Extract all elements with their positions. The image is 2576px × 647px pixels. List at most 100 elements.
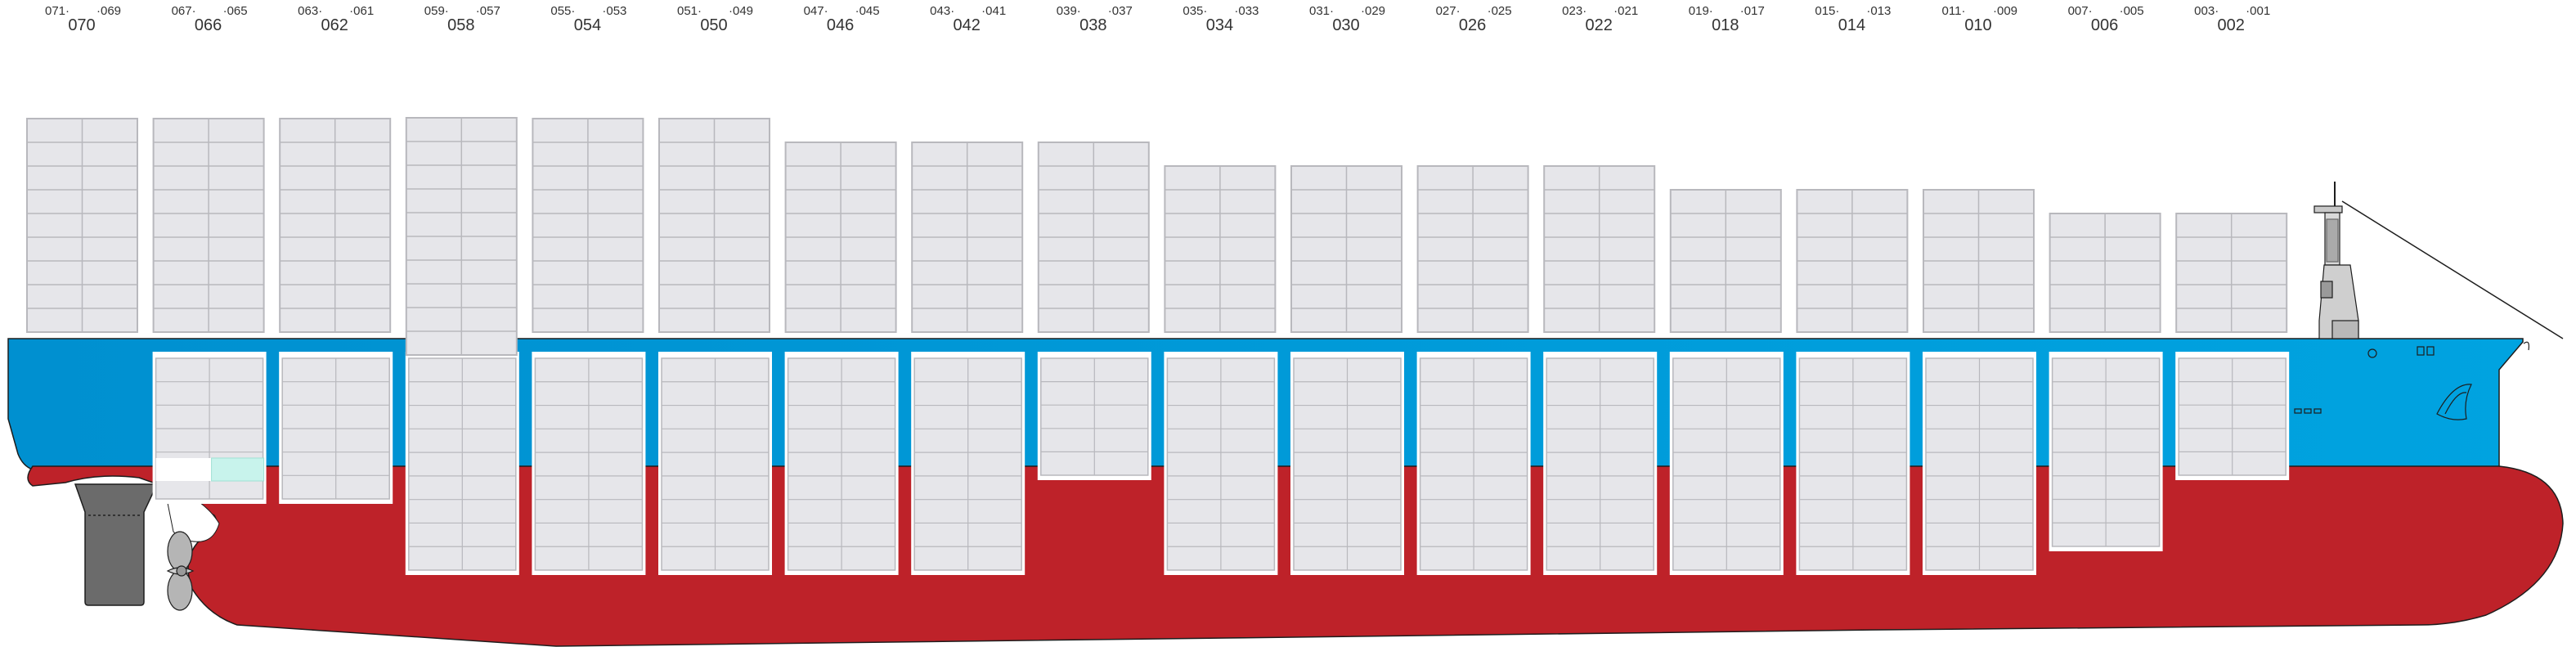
- bay-fwd-label: 055·: [550, 4, 575, 18]
- deck-stack-bay-050: [658, 118, 770, 333]
- bay-aft-label: ·061: [349, 4, 374, 18]
- deck-container-stacks: [26, 117, 2288, 356]
- propeller: [166, 531, 195, 611]
- bay-aft-label: ·021: [1613, 4, 1638, 18]
- hold-stack-bay-002: [2175, 352, 2290, 480]
- hold-stack-bay-062: [279, 352, 393, 504]
- bay-fwd-label: 063·: [298, 4, 322, 18]
- deck-stack-bay-062: [279, 118, 392, 333]
- bay-number-label: 062: [321, 16, 348, 34]
- bay-number-label: 034: [1206, 16, 1233, 34]
- deck-stack-bay-042: [911, 142, 1024, 333]
- hold-stack-bay-014: [1796, 352, 1910, 575]
- deck-stack-bay-066: [152, 118, 265, 333]
- deck-stack-bay-030: [1290, 165, 1402, 333]
- deck-stack-bay-018: [1669, 189, 1782, 333]
- bay-number-label: 006: [2091, 16, 2118, 34]
- deck-stack-bay-022: [1543, 165, 1656, 333]
- bay-fwd-label: 027·: [1436, 4, 1461, 18]
- bay-number-label: 046: [827, 16, 854, 34]
- bridge-superstructure: [2313, 182, 2359, 339]
- deck-stack-bay-070: [26, 118, 138, 333]
- hold-stack-bay-010: [1923, 352, 2036, 575]
- hold-stack-bay-018: [1669, 352, 1784, 575]
- hold-stack-bay-054: [532, 352, 646, 575]
- bay-fwd-label: 011·: [1942, 4, 1966, 18]
- bay-fwd-label: 015·: [1815, 4, 1839, 18]
- hold-stack-bay-042: [911, 352, 1025, 575]
- bay-fwd-label: 023·: [1562, 4, 1586, 18]
- bay-number-label: 014: [1838, 16, 1865, 34]
- bay-fwd-label: 031·: [1309, 4, 1334, 18]
- bay-number-label: 026: [1459, 16, 1486, 34]
- deck-stack-bay-026: [1416, 165, 1529, 333]
- bay-fwd-label: 051·: [677, 4, 702, 18]
- bay-fwd-label: 003·: [2194, 4, 2219, 18]
- bay-number-label: 010: [1964, 16, 1991, 34]
- hold-stack-bay-022: [1543, 352, 1658, 575]
- bay-aft-label: ·045: [855, 4, 880, 18]
- bay-fwd-label: 007·: [2068, 4, 2093, 18]
- bay-aft-label: ·005: [2120, 4, 2144, 18]
- bay-aft-label: ·009: [1993, 4, 2017, 18]
- deck-stack-bay-054: [532, 118, 644, 333]
- hold-stack-bay-030: [1290, 352, 1404, 575]
- bay-aft-label: ·057: [476, 4, 500, 18]
- deck-stack-bay-038: [1037, 142, 1150, 333]
- bay-fwd-label: 067·: [172, 4, 196, 18]
- bay-aft-label: ·013: [1866, 4, 1891, 18]
- deck-stack-bay-010: [1923, 189, 2035, 333]
- bay-fwd-label: 047·: [804, 4, 828, 18]
- hold-stack-bay-046: [784, 352, 899, 575]
- hold-container-stacks: [152, 352, 2290, 575]
- highlighted-slot: [211, 457, 265, 482]
- forestay-line: [2341, 200, 2564, 339]
- rudder: [74, 483, 159, 606]
- bay-number-label: 042: [954, 16, 981, 34]
- hold-stack-bay-050: [658, 352, 772, 575]
- bow-markings: [2294, 341, 2529, 420]
- bay-aft-label: ·053: [602, 4, 626, 18]
- deck-stack-bay-058: [405, 117, 518, 356]
- bay-number-label: 030: [1332, 16, 1359, 34]
- bay-fwd-label: 043·: [930, 4, 954, 18]
- bay-fwd-label: 059·: [424, 4, 449, 18]
- hold-stack-bay-034: [1164, 352, 1278, 575]
- bay-number-label: 050: [700, 16, 727, 34]
- bay-aft-label: ·037: [1108, 4, 1133, 18]
- bay-number-label: 070: [68, 16, 95, 34]
- deck-stack-bay-006: [2049, 213, 2161, 333]
- deck-stack-bay-002: [2175, 213, 2288, 333]
- hold-stack-bay-006: [2049, 352, 2163, 551]
- hold-stack-bay-066: [152, 352, 267, 504]
- bay-aft-label: ·001: [2246, 4, 2270, 18]
- bay-number-label: 038: [1079, 16, 1106, 34]
- bay-aft-label: ·033: [1234, 4, 1259, 18]
- bay-fwd-label: 035·: [1183, 4, 1207, 18]
- bay-aft-label: ·017: [1740, 4, 1765, 18]
- bay-number-label: 066: [195, 16, 222, 34]
- hold-stack-bay-038: [1037, 352, 1151, 480]
- deck-stack-bay-034: [1164, 165, 1277, 333]
- bay-number-label: 002: [2218, 16, 2245, 34]
- bay-aft-label: ·041: [981, 4, 1006, 18]
- bay-fwd-label: 019·: [1689, 4, 1713, 18]
- hold-stack-bay-026: [1416, 352, 1531, 575]
- bay-fwd-label: 071·: [45, 4, 70, 18]
- bay-number-label: 054: [574, 16, 601, 34]
- bay-number-label: 022: [1586, 16, 1613, 34]
- bay-aft-label: ·025: [1488, 4, 1512, 18]
- bay-number-label: 058: [447, 16, 474, 34]
- hold-stack-bay-058: [405, 352, 519, 575]
- bay-aft-label: ·049: [729, 4, 753, 18]
- deck-stack-bay-014: [1796, 189, 1909, 333]
- bay-aft-label: ·069: [96, 4, 121, 18]
- bay-number-label: 018: [1712, 16, 1739, 34]
- deck-stack-bay-046: [784, 142, 897, 333]
- bay-aft-label: ·029: [1361, 4, 1385, 18]
- bay-fwd-label: 039·: [1057, 4, 1081, 18]
- bay-aft-label: ·065: [223, 4, 248, 18]
